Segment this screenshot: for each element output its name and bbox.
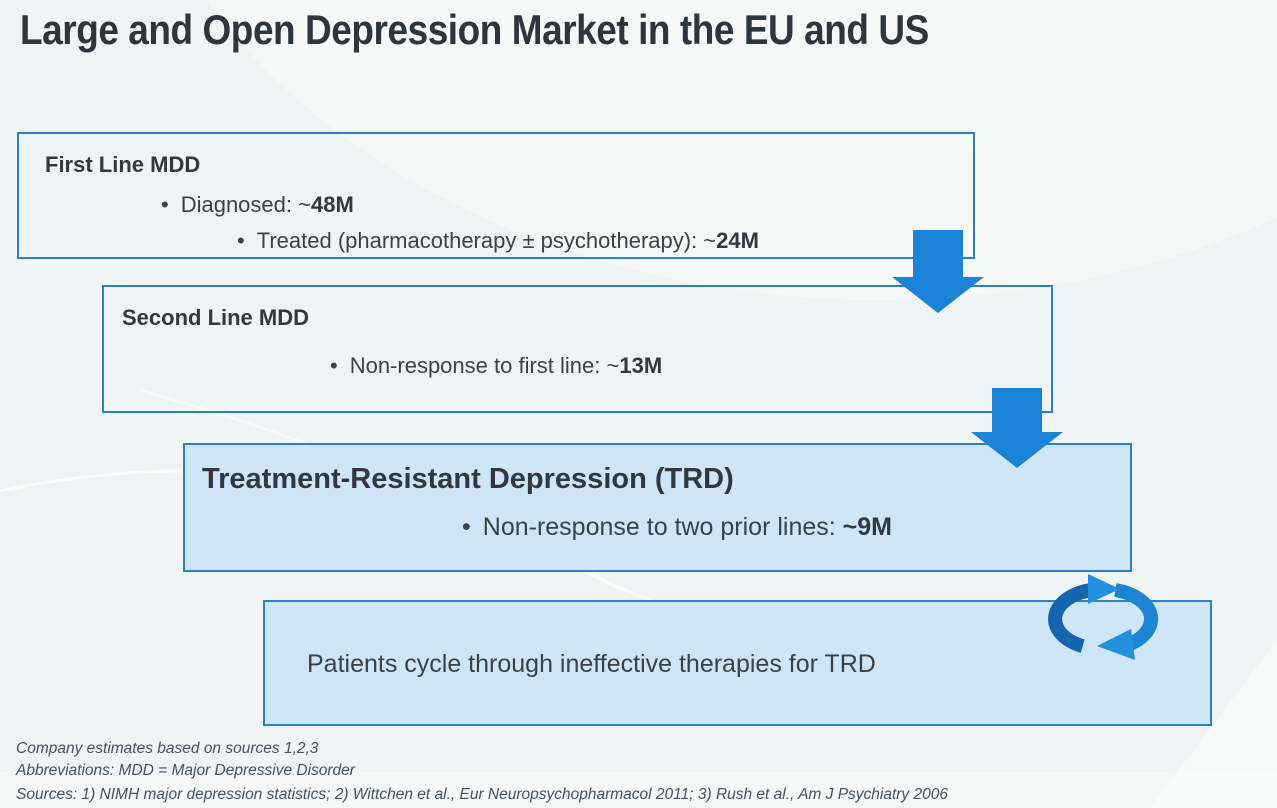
arrow-down-icon — [971, 388, 1063, 468]
non-response-first-line-bullet: Non-response to first line: ~13M — [330, 353, 662, 379]
second-line-mdd-heading: Second Line MDD — [122, 305, 310, 330]
second-line-mdd-box: Second Line MDD Non-response to first li… — [102, 285, 1053, 413]
diagnosed-bullet: Diagnosed: ~48M — [161, 192, 354, 218]
trd-box: Treatment-Resistant Depression (TRD) Non… — [183, 443, 1132, 572]
non-response-two-lines-bullet: Non-response to two prior lines: ~9M — [462, 513, 892, 542]
arrow-down-icon — [892, 230, 984, 313]
cycle-statement-text: Patients cycle through ineffective thera… — [307, 650, 876, 678]
footnote-sources: Sources: 1) NIMH major depression statis… — [16, 786, 948, 803]
footnote-company-estimates: Company estimates based on sources 1,2,3 — [16, 740, 319, 757]
first-line-mdd-heading: First Line MDD — [45, 152, 201, 177]
footnote-abbreviations: Abbreviations: MDD = Major Depressive Di… — [16, 762, 355, 779]
cycle-arrows-icon — [1048, 574, 1159, 660]
first-line-mdd-box: First Line MDD Diagnosed: ~48M Treated (… — [17, 132, 975, 259]
trd-heading: Treatment-Resistant Depression (TRD) — [202, 463, 734, 495]
treated-bullet: Treated (pharmacotherapy ± psychotherapy… — [237, 228, 759, 254]
page-title: Large and Open Depression Market in the … — [20, 6, 929, 53]
